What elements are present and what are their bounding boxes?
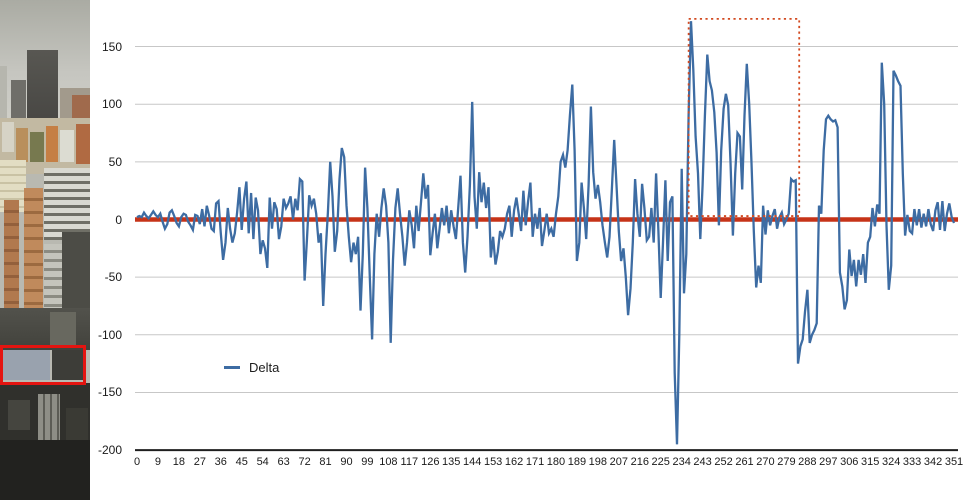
x-tick-label: 333 <box>902 456 922 468</box>
photo-building-block <box>52 350 84 380</box>
x-tick-label: 180 <box>546 456 566 468</box>
chart-legend: Delta <box>224 360 279 375</box>
x-tick-label: 216 <box>630 456 649 468</box>
x-tick-label: 81 <box>319 456 332 468</box>
x-tick-label: 351 <box>944 456 964 468</box>
x-tick-label: 342 <box>923 456 943 468</box>
x-tick-label: 288 <box>798 456 817 468</box>
x-tick-label: 306 <box>840 456 859 468</box>
photo-building-block <box>62 232 90 312</box>
photo-building-block <box>11 80 26 126</box>
y-tick-label: 150 <box>101 39 122 54</box>
y-tick-label: -100 <box>97 327 122 342</box>
x-tick-label: 117 <box>400 456 419 468</box>
y-tick-label: -50 <box>104 270 122 285</box>
delta-line-chart <box>135 17 958 452</box>
x-tick-label: 225 <box>651 456 670 468</box>
photo-annotation-rect <box>0 345 86 385</box>
x-tick-label: 54 <box>256 456 269 468</box>
x-tick-label: 243 <box>693 456 712 468</box>
x-tick-label: 171 <box>525 456 545 468</box>
x-tick-label: 126 <box>421 456 440 468</box>
x-tick-label: 144 <box>462 456 482 468</box>
x-tick-label: 270 <box>756 456 775 468</box>
delta-series-line <box>136 21 956 445</box>
x-tick-label: 207 <box>609 456 628 468</box>
photo-building-block <box>0 440 90 500</box>
y-tick-label: -150 <box>97 385 122 400</box>
photo-rooftop <box>2 350 50 380</box>
x-tick-label: 108 <box>379 456 398 468</box>
x-tick-label: 297 <box>819 456 838 468</box>
y-tick-label: 0 <box>115 212 122 227</box>
photo-building-block <box>24 188 43 308</box>
photo-building-block <box>4 200 19 312</box>
x-tick-label: 198 <box>588 456 608 468</box>
x-tick-label: 189 <box>567 456 587 468</box>
x-tick-label: 153 <box>483 456 503 468</box>
x-tick-label: 18 <box>172 456 186 468</box>
photo-building-block <box>16 128 28 162</box>
x-tick-label: 72 <box>298 456 311 468</box>
x-tick-label: 45 <box>235 456 248 468</box>
y-tick-label: 100 <box>101 97 122 112</box>
photo-building-block <box>76 124 90 164</box>
photo-building-block <box>0 66 7 126</box>
y-tick-label: -200 <box>97 443 122 458</box>
x-tick-label: 135 <box>442 456 461 468</box>
x-tick-label: 315 <box>861 456 880 468</box>
chart-highlight-box <box>687 17 801 217</box>
x-tick-label: 162 <box>504 456 524 468</box>
photo-building-block <box>46 126 58 162</box>
x-tick-label: 261 <box>735 456 754 468</box>
photo-building-block <box>66 408 88 448</box>
x-tick-label: 252 <box>714 456 733 468</box>
photo-skyscraper <box>27 50 58 126</box>
x-tick-label: 27 <box>193 456 206 468</box>
photo-building-block <box>50 312 76 346</box>
x-tick-label: 99 <box>361 456 374 468</box>
x-tick-label: 9 <box>154 456 161 468</box>
photo-building-block <box>30 132 44 162</box>
legend-label: Delta <box>249 360 280 375</box>
x-tick-label: 279 <box>777 456 796 468</box>
photo-building-block <box>8 400 30 430</box>
photo-building-block <box>0 308 90 350</box>
x-tick-label: 324 <box>881 456 901 468</box>
city-photo <box>0 0 90 500</box>
x-tick-label: 63 <box>277 456 290 468</box>
photo-building-block <box>60 130 74 162</box>
x-tick-label: 90 <box>340 456 353 468</box>
photo-building-block <box>2 122 14 152</box>
legend-line-swatch <box>224 366 240 369</box>
y-tick-label: 50 <box>108 154 122 169</box>
x-tick-label: 0 <box>133 456 141 468</box>
x-tick-label: 234 <box>672 456 691 468</box>
photo-building-block <box>44 168 90 240</box>
x-tick-label: 36 <box>214 456 227 468</box>
